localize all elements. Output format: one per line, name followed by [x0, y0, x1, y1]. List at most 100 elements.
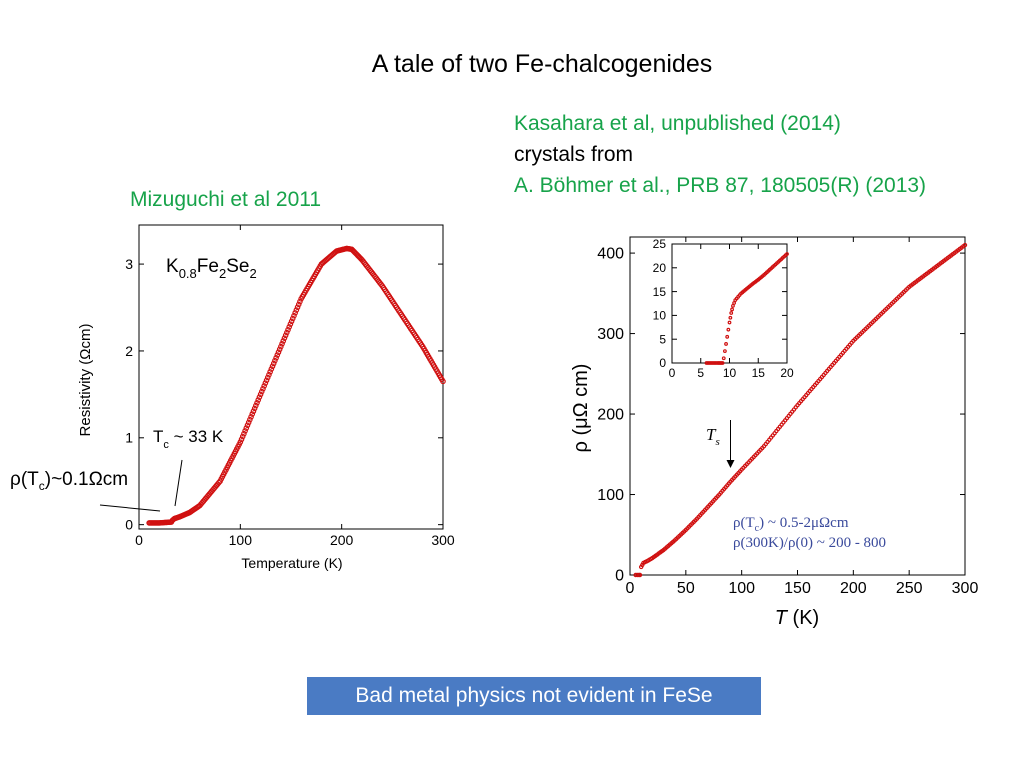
left-data-point — [288, 318, 295, 325]
left-data-point — [241, 430, 247, 437]
tc-label: Tc ~ 33 K — [153, 427, 224, 451]
left-data-point — [279, 340, 285, 347]
right-xtick-label: 250 — [896, 580, 923, 597]
left-data-point — [256, 394, 263, 400]
left-data-point — [272, 357, 278, 364]
left-xtick-label: 100 — [229, 532, 253, 548]
left-ytick-label: 3 — [125, 256, 133, 272]
rho-note-pointer — [99, 504, 161, 512]
left-data-point — [250, 408, 257, 415]
inset-series — [704, 252, 789, 365]
inset-xtick-label: 10 — [723, 366, 737, 380]
right-ytick-label: 300 — [597, 326, 624, 343]
left-data-point — [294, 304, 301, 311]
left-data-point — [255, 397, 262, 403]
right-caption-authors: Kasahara et al, unpublished (2014) — [514, 112, 841, 135]
left-data-point — [251, 405, 258, 412]
inset-ytick-label: 0 — [659, 356, 666, 370]
left-data-point — [238, 436, 245, 443]
slide-title: A tale of two Fe-chalcogenides — [371, 50, 713, 78]
left-series — [146, 245, 446, 526]
left-data-point — [280, 338, 287, 344]
left-data-point — [264, 374, 271, 381]
left-xtick-label: 200 — [330, 532, 354, 548]
right-data-point — [962, 242, 968, 248]
left-data-point — [253, 402, 259, 409]
inset-data-point — [723, 349, 727, 354]
inset-data-point — [721, 356, 726, 361]
left-data-point — [237, 439, 244, 445]
right-series — [633, 242, 968, 578]
left-data-point — [254, 400, 260, 406]
left-data-point — [275, 349, 282, 356]
inset-ytick-label: 15 — [653, 285, 667, 299]
right-xtick-label: 300 — [952, 580, 979, 597]
left-data-point — [260, 385, 266, 392]
inset-data-point — [729, 311, 734, 315]
left-ytick-label: 2 — [125, 343, 133, 359]
inset-ytick-label: 20 — [653, 261, 667, 275]
right-ytick-label: 100 — [597, 487, 624, 504]
left-data-point — [293, 307, 300, 313]
left-data-point — [267, 369, 273, 375]
left-data-point — [239, 433, 246, 440]
tc-pointer — [174, 459, 183, 507]
left-data-point — [286, 324, 293, 330]
left-data-point — [295, 301, 302, 308]
rho-paren: (T — [20, 469, 39, 490]
inset-data-point — [732, 301, 736, 305]
right-xtick-label: 150 — [784, 580, 811, 597]
rho-sub: c — [38, 478, 45, 493]
rho-symbol: ρ — [10, 469, 21, 490]
right-xtick-label: 0 — [626, 580, 635, 597]
left-x-label: Temperature (K) — [241, 555, 342, 571]
right-xtick-label: 50 — [677, 580, 695, 597]
inset-data-point — [720, 361, 725, 365]
inset-xtick-label: 20 — [780, 366, 794, 380]
left-data-point — [247, 416, 253, 423]
right-data-point — [637, 572, 643, 578]
left-data-point — [269, 363, 276, 370]
right-y-label: ρ (μΩ cm) — [570, 364, 592, 453]
left-data-point — [261, 383, 267, 389]
left-data-point — [440, 378, 446, 385]
bottom-banner: Bad metal physics not evident in FeSe — [307, 677, 761, 715]
right-ytick-label: 400 — [597, 246, 624, 263]
left-xtick-label: 0 — [135, 532, 143, 548]
left-data-point — [258, 388, 265, 395]
inset-data-point — [785, 252, 789, 256]
inset-ytick-label: 5 — [659, 332, 666, 346]
inset-axis-ticks: 0 5 10 15 20 0 5 10 15 20 25 — [653, 237, 794, 380]
ts-arrow-head — [726, 460, 735, 468]
left-data-point — [289, 315, 296, 322]
left-data-point — [245, 419, 252, 426]
left-data-point — [285, 326, 291, 333]
left-data-point — [270, 360, 277, 367]
ts-label: Ts — [706, 425, 720, 448]
left-data-point — [291, 312, 297, 319]
left-data-point — [287, 321, 294, 327]
rho-ratio-annotation: ρ(300K)/ρ(0) ~ 200 - 800 — [733, 535, 886, 551]
right-ytick-label: 0 — [615, 568, 624, 585]
compound-label: K0.8Fe2Se2 — [166, 256, 257, 281]
rho-rest: )~0.1Ωcm — [44, 469, 129, 490]
inset-xtick-label: 15 — [752, 366, 766, 380]
rho-tc-annotation: ρ(Tc) ~ 0.5-2μΩcm — [733, 515, 849, 534]
left-data-point — [249, 411, 256, 417]
left-data-point — [278, 343, 284, 350]
inset-ytick-label: 10 — [653, 309, 667, 323]
left-data-point — [243, 425, 250, 431]
inset-data-point — [724, 342, 728, 346]
inset-ytick-label: 25 — [653, 237, 667, 251]
inset-data-point — [726, 327, 731, 332]
inset-xtick-label: 5 — [697, 366, 704, 380]
inset-data-point — [728, 315, 733, 320]
left-ytick-label: 1 — [125, 430, 133, 446]
inset-data-point — [727, 320, 732, 325]
right-xtick-label: 200 — [840, 580, 867, 597]
inset-data-point — [731, 303, 735, 308]
left-data-point — [282, 332, 289, 339]
left-data-point — [292, 310, 298, 316]
